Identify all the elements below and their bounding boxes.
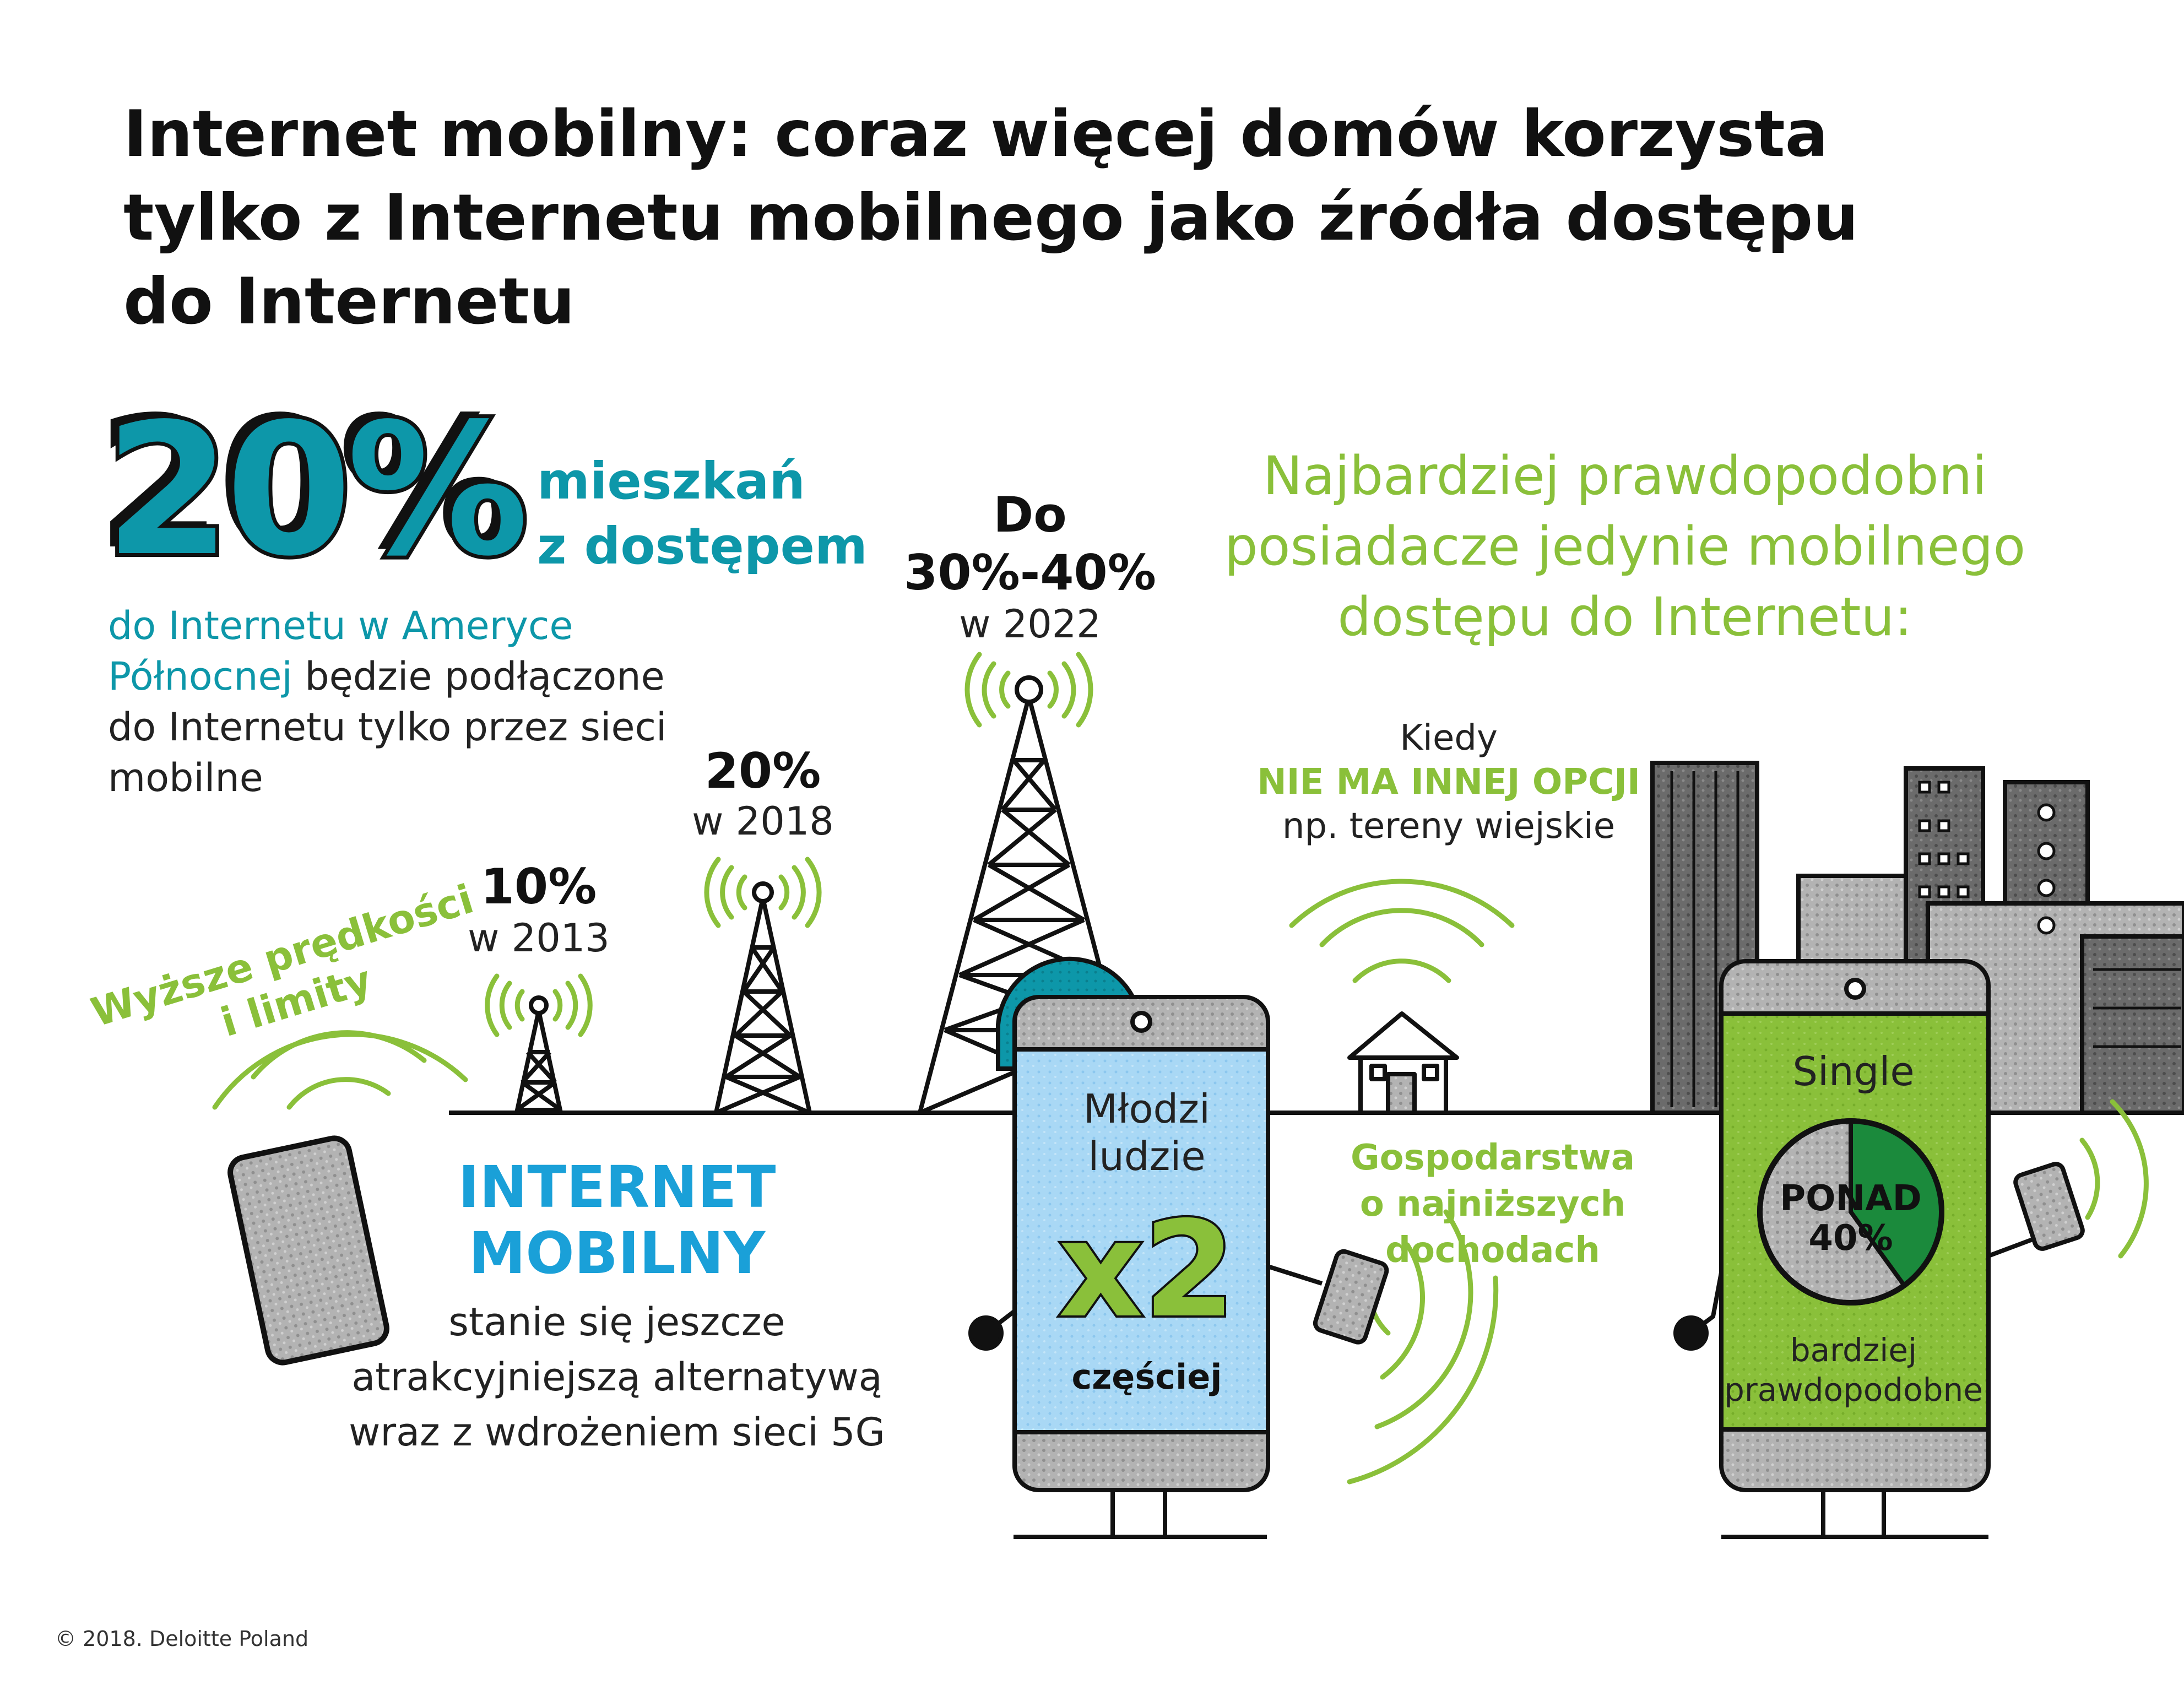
mobile-internet-body: stanie się jeszcze atrakcyjniejszą alter… (308, 1294, 925, 1460)
rural-note-line-3: np. tereny wiejskie (1282, 806, 1616, 847)
single-more-likely: bardziej prawdopodobne (1719, 1330, 1988, 1410)
low-income-label: Gospodarstwa o najniższych dochodach (1322, 1135, 1663, 1274)
copyright: © 2018. Deloitte Poland (55, 1627, 309, 1651)
signal-waves-icon (485, 652, 1093, 1037)
single-label: Single (1792, 1048, 1915, 1095)
single-more-likely-line-1: bardziej (1790, 1331, 1917, 1369)
tower-1-year: w 2013 (468, 916, 610, 961)
mobile-internet-heading-line-2: MOBILNY (468, 1220, 766, 1287)
headline-label: mieszkań z dostępem (537, 449, 868, 579)
tower-3-year: w 2022 (959, 602, 1101, 647)
signal-waves-icon (212, 879, 2149, 1485)
headline-description-rest: będzie podłączone do Internetu tylko prz… (108, 654, 667, 800)
low-income-line-1: Gospodarstwa (1351, 1138, 1635, 1178)
likely-owners-heading-line-3: dostępu do Internetu: (1337, 586, 1912, 648)
single-more-likely-line-2: prawdopodobne (1724, 1371, 1983, 1409)
headline-label-line-2: z dostępem (537, 517, 868, 576)
young-people-label: Młodzi ludzie (1020, 1085, 1273, 1180)
rural-note: Kiedy NIE MA INNEJ OPCJI np. tereny wiej… (1201, 716, 1697, 848)
tower-2-percent: 20% (704, 743, 821, 799)
young-suffix: częściej (1071, 1357, 1222, 1397)
mobile-internet-body-line-2: atrakcyjniejszą alternatywą (351, 1355, 882, 1400)
pie-label-line-2: 40% (1808, 1218, 1893, 1259)
likely-owners-heading-line-1: Najbardziej prawdopodobni (1262, 445, 1987, 507)
tower-3-prefix: Do (993, 486, 1067, 543)
low-income-line-3: dochodach (1385, 1230, 1600, 1271)
title-line-2: tylko z Internetu mobilnego jako źródła … (123, 181, 1858, 255)
rural-note-line-1: Kiedy (1400, 718, 1498, 759)
mobile-internet-heading: INTERNET MOBILNY (380, 1154, 854, 1286)
title-line-1: Internet mobilny: coraz więcej domów kor… (123, 97, 1828, 171)
likely-owners-heading: Najbardziej prawdopodobni posiadacze jed… (1212, 441, 2038, 652)
rural-note-line-2: NIE MA INNEJ OPCJI (1257, 762, 1640, 803)
tower-3-percent: 30%-40% (904, 544, 1156, 601)
title-line-3: do Internetu (123, 264, 575, 339)
headline-percent: 20% (101, 384, 533, 596)
mobile-internet-body-line-3: wraz z wdrożeniem sieci 5G (349, 1410, 885, 1455)
likely-owners-heading-line-2: posiadacze jedynie mobilnego (1224, 516, 2026, 577)
page-title: Internet mobilny: coraz więcej domów kor… (123, 93, 1886, 344)
pie-label: PONAD 40% (1752, 1179, 1950, 1258)
tower-2-year: w 2018 (692, 799, 834, 844)
headline-label-line-1: mieszkań (537, 452, 805, 511)
headline-description: do Internetu w Ameryce Północnej będzie … (108, 600, 714, 803)
young-multiplier: x2 (1056, 1193, 1238, 1347)
young-people-line-1: Młodzi (1083, 1086, 1211, 1132)
headline-description-highlight: do Internetu w Ameryce Północnej (108, 603, 573, 699)
young-people-line-2: ludzie (1088, 1133, 1206, 1179)
pie-label-line-1: PONAD (1780, 1178, 1922, 1219)
mobile-internet-heading-line-1: INTERNET (458, 1153, 776, 1221)
pie-chart-icon (1757, 1118, 1944, 1306)
phone-young-figure (968, 995, 1389, 1539)
mobile-internet-body-line-1: stanie się jeszcze (448, 1299, 785, 1345)
low-income-line-2: o najniższych (1359, 1184, 1626, 1225)
phone-icon (227, 1135, 389, 1366)
house-icon (1347, 1011, 1459, 1115)
tower-1-percent: 10% (480, 858, 597, 915)
